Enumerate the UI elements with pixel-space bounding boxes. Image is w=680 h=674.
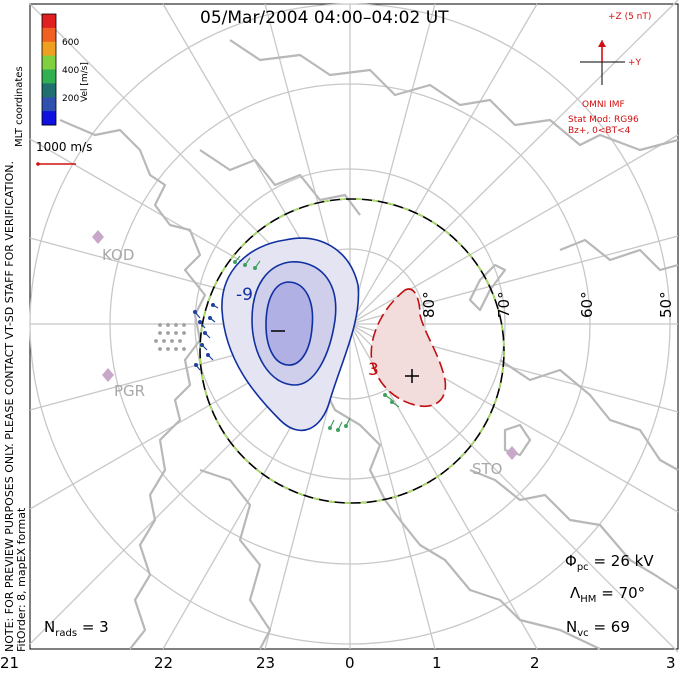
- mlt-tick-21: 21: [0, 654, 20, 672]
- colorbar-swatch: [42, 14, 56, 29]
- colorbar-swatch: [42, 111, 56, 126]
- coast-east: [559, 238, 679, 272]
- colorbar-swatch: [42, 97, 56, 112]
- mlt-tick-22: 22: [154, 654, 174, 672]
- coast-novaya-zemlya: [468, 263, 507, 312]
- lat-label-80: 80°: [420, 291, 438, 318]
- hm-boundary: [199, 198, 505, 504]
- mlt-tick-2: 2: [530, 654, 540, 672]
- vectors-grey: [154, 323, 186, 351]
- mlt-line-10: [349, 3, 538, 325]
- colorbar: [41, 13, 57, 126]
- colorbar-swatch: [42, 41, 56, 57]
- mlt-line-9: [349, 0, 679, 325]
- imf-dial: [580, 40, 625, 85]
- positive-potential-cell: [370, 288, 447, 407]
- station-pgr-label: PGR: [114, 382, 146, 400]
- station-kod-label: KOD: [102, 246, 135, 264]
- vector-scale-label: 1000 m/s: [36, 140, 93, 154]
- colorbar-swatch: [42, 27, 56, 43]
- negative-potential-cell: [221, 237, 360, 432]
- colorbar-swatch: [42, 69, 56, 84]
- colorbar-tick-600: 600: [62, 38, 80, 48]
- imf-model: Stat Mod: RG96: [568, 115, 639, 125]
- colorbar-swatch: [42, 83, 56, 98]
- imf-z-label: +Z (5 nT): [608, 12, 652, 22]
- stat-n-vc: Nvc = 69: [566, 618, 630, 639]
- pos-contour-label: 3: [368, 360, 379, 380]
- coord-label: MLT coordinates: [14, 66, 25, 147]
- imf-y-label: +Y: [628, 58, 642, 68]
- map-title: 05/Mar/2004 04:00–04:02 UT: [200, 8, 449, 28]
- mlt-tick-1: 1: [432, 654, 442, 672]
- coast-siberia: [229, 39, 679, 152]
- colorbar-label: Vel [m/s]: [80, 62, 90, 102]
- coast-hudson: [199, 468, 272, 650]
- coast-iceland: [503, 423, 532, 457]
- radar-stations: [92, 230, 518, 460]
- station-pgr-marker: [102, 368, 114, 382]
- imf-condition: Bz+, 0<BT<4: [568, 126, 631, 136]
- station-kod-marker: [92, 230, 104, 244]
- pos-contour: [370, 288, 447, 407]
- coast-scandinavia: [499, 359, 679, 471]
- mlt-tick-3: 3: [666, 654, 676, 672]
- station-sto-label: STO: [472, 460, 503, 478]
- imf-source: OMNI IMF: [582, 100, 625, 110]
- stat-phi-pc: Φpc = 26 kV: [565, 552, 654, 573]
- station-sto-marker: [506, 446, 518, 460]
- colorbar-tick-400: 400: [62, 66, 80, 76]
- lat-label-50: 50°: [657, 291, 675, 318]
- vectors-dusk: [193, 303, 219, 371]
- coast-arctic-islands: [199, 149, 361, 216]
- mlt-tick-23: 23: [256, 654, 276, 672]
- colorbar-tick-200: 200: [62, 94, 80, 104]
- neg-contour-label: -9: [236, 285, 253, 305]
- velocity-vectors: [154, 255, 400, 433]
- stat-lambda-hm: ΛHM = 70°: [570, 584, 646, 605]
- coast-europe: [469, 468, 679, 591]
- vector-scale: [36, 162, 76, 166]
- colorbar-swatch: [42, 55, 56, 70]
- vectors-green: [233, 255, 400, 433]
- neg-contour-inner: [265, 281, 314, 366]
- lat-label-60: 60°: [578, 291, 596, 318]
- mlt-tick-0: 0: [345, 654, 355, 672]
- mlt-line-11: [349, 3, 436, 325]
- mlt-line-1: [349, 323, 436, 650]
- stat-n-rads: Nrads = 3: [44, 618, 109, 639]
- coast-greenland: [299, 359, 601, 650]
- colorbar-outline: [41, 13, 57, 126]
- lat-label-70: 70°: [495, 291, 513, 318]
